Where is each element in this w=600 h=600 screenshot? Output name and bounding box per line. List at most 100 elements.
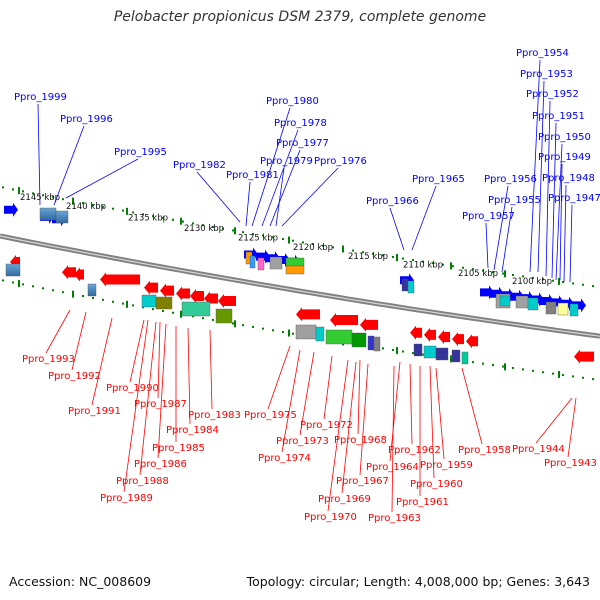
upper-track-dot <box>122 209 124 212</box>
gene-feature-box <box>407 280 415 294</box>
upper-track-dot <box>542 278 544 281</box>
upper-track-dot <box>302 241 304 244</box>
upper-track-dot <box>132 211 134 214</box>
plus-gene-callout <box>269 149 301 227</box>
lower-track-dot <box>292 332 294 335</box>
lower-track-dot <box>402 350 404 353</box>
gene-feature-box <box>515 295 529 309</box>
upper-track-dot <box>32 192 34 195</box>
minus-gene-label: Ppro_1972 <box>300 420 353 431</box>
lower-track-tick <box>72 290 74 298</box>
minus-gene-callout <box>409 363 413 445</box>
upper-track-dot <box>562 281 564 284</box>
minus-gene-label: Ppro_1964 <box>366 462 419 473</box>
lower-track-dot <box>512 366 514 369</box>
minus-strand-gene <box>218 293 236 308</box>
lower-track-tick <box>18 280 20 288</box>
gene-feature-box <box>435 347 449 361</box>
upper-track-dot <box>82 202 84 205</box>
plus-gene-callout <box>555 143 563 281</box>
minus-gene-label: Ppro_1943 <box>544 458 597 469</box>
upper-track-tick <box>234 227 236 235</box>
upper-track-dot <box>292 239 294 242</box>
gene-feature-box <box>295 324 317 340</box>
upper-track-dot <box>262 234 264 237</box>
upper-track-tick <box>180 217 182 225</box>
minus-gene-callout <box>389 361 401 462</box>
minus-strand-gene <box>424 327 436 342</box>
upper-track-dot <box>282 238 284 241</box>
kbp-label: 2100 kbp <box>512 277 552 287</box>
upper-track-tick <box>18 187 20 195</box>
minus-strand-gene <box>100 272 140 287</box>
lower-track-dot <box>582 376 584 379</box>
upper-track-dot <box>242 231 244 234</box>
gene-feature-box <box>181 301 211 317</box>
lower-track-dot <box>42 287 44 290</box>
minus-gene-label: Ppro_1959 <box>420 460 473 471</box>
gene-feature-box <box>545 301 557 315</box>
gene-feature-box <box>39 207 57 221</box>
lower-track-dot <box>482 362 484 365</box>
lower-track-dot <box>492 364 494 367</box>
lower-track-dot <box>382 347 384 350</box>
plus-gene-label: Ppro_1954 <box>516 48 569 59</box>
plus-gene-callout <box>196 171 241 223</box>
lower-track-dot <box>162 309 164 312</box>
minus-gene-label: Ppro_1983 <box>188 410 241 421</box>
lower-track-dot <box>12 281 14 284</box>
upper-track-dot <box>142 213 144 216</box>
upper-track-tick <box>288 236 290 244</box>
gene-feature-box <box>141 294 157 308</box>
plus-gene-label: Ppro_1951 <box>532 111 585 122</box>
upper-track-tick <box>396 254 398 262</box>
minus-gene-callout <box>129 319 145 383</box>
minus-gene-callout <box>359 363 369 476</box>
gene-feature-box <box>527 297 539 311</box>
upper-track-tick <box>72 197 74 205</box>
minus-gene-callout <box>157 323 167 459</box>
plus-gene-label: Ppro_1956 <box>484 174 537 185</box>
gene-feature-box <box>285 265 305 275</box>
plus-gene-label: Ppro_1976 <box>314 156 367 167</box>
minus-gene-callout <box>567 397 577 458</box>
minus-gene-label: Ppro_1944 <box>512 444 565 455</box>
upper-track-dot <box>412 259 414 262</box>
minus-strand-gene <box>160 283 174 298</box>
upper-track-dot <box>42 194 44 197</box>
minus-gene-label: Ppro_1988 <box>116 476 169 487</box>
lower-track-dot <box>572 375 574 378</box>
minus-strand-gene <box>62 265 76 280</box>
kbp-label: 2125 kbp <box>238 233 278 243</box>
kbp-label: 2145 kbp <box>20 193 60 203</box>
minus-gene-callout <box>139 321 157 476</box>
upper-track-dot <box>472 268 474 271</box>
minus-strand-gene <box>410 325 422 340</box>
lower-track-dot <box>202 317 204 320</box>
upper-track-dot <box>532 276 534 279</box>
upper-track-dot <box>102 205 104 208</box>
upper-track-dot <box>582 283 584 286</box>
minus-gene-label: Ppro_1990 <box>106 383 159 394</box>
upper-track-dot <box>202 224 204 227</box>
plus-gene-label: Ppro_1966 <box>366 196 419 207</box>
lower-track-dot <box>52 289 54 292</box>
upper-track-dot <box>212 225 214 228</box>
lower-track-dot <box>412 352 414 355</box>
lower-track-tick <box>234 320 236 328</box>
minus-strand-gene <box>438 330 450 345</box>
gene-feature-box <box>155 296 173 310</box>
lower-track-dot <box>102 298 104 301</box>
minus-gene-callout <box>267 345 291 410</box>
kbp-label: 2115 kbp <box>348 252 388 262</box>
upper-track-dot <box>492 271 494 274</box>
upper-track-dot <box>512 273 514 276</box>
lower-track-dot <box>142 306 144 309</box>
upper-track-dot <box>462 266 464 269</box>
upper-track-dot <box>162 216 164 219</box>
plus-gene-callout <box>251 107 291 227</box>
minus-gene-callout <box>187 327 191 425</box>
minus-gene-label: Ppro_1985 <box>152 443 205 454</box>
minus-gene-label: Ppro_1960 <box>410 479 463 490</box>
